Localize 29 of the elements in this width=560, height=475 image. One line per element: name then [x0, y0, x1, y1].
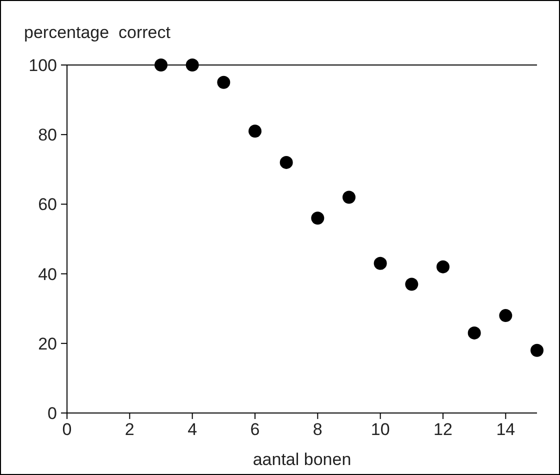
point	[530, 344, 544, 357]
x-tick-label: 14	[496, 420, 516, 439]
x-tick-label: 4	[188, 420, 198, 439]
point	[186, 58, 199, 72]
x-tick-label: 10	[370, 420, 390, 439]
point	[311, 212, 324, 225]
y-tick-label: 60	[38, 195, 57, 214]
x-tick-label: 2	[124, 420, 134, 439]
point	[342, 190, 356, 204]
y-tick-label: 80	[38, 126, 57, 145]
x-axis-title: aantal bonen	[252, 450, 352, 469]
point	[499, 309, 512, 322]
x-tick-label: 0	[62, 420, 72, 439]
point	[280, 156, 293, 169]
point	[405, 278, 418, 291]
y-tick-label: 40	[38, 264, 57, 284]
point	[436, 260, 450, 274]
point	[248, 124, 262, 138]
y-tick-label: 20	[38, 334, 57, 354]
point	[217, 76, 230, 89]
point	[374, 256, 387, 270]
point	[154, 58, 168, 72]
x-tick-label: 6	[250, 420, 260, 439]
y-tick-label: 0	[48, 404, 57, 423]
y-axis-title: percentage correct	[24, 23, 171, 42]
y-tick-label: 100	[28, 56, 57, 75]
point	[468, 326, 481, 340]
x-tick-label: 12	[434, 420, 452, 439]
x-tick-label: 8	[312, 420, 322, 439]
